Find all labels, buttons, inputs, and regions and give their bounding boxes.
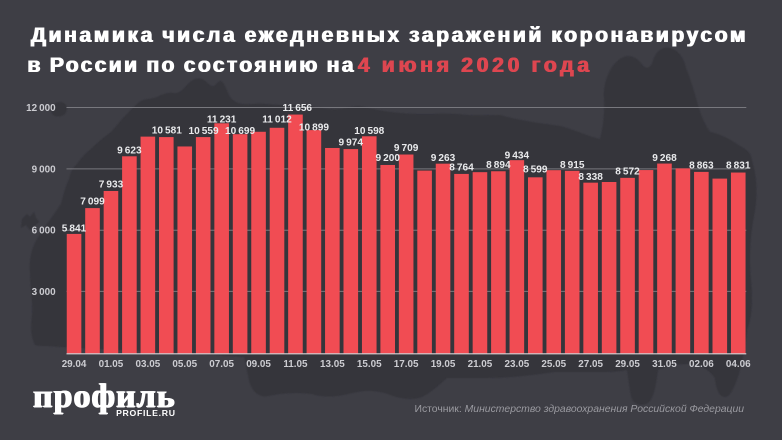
svg-text:8 572: 8 572 [615,167,640,178]
svg-text:5 841: 5 841 [62,224,87,235]
svg-text:23.05: 23.05 [504,359,529,370]
svg-text:29.05: 29.05 [615,359,640,370]
svg-text:11 656: 11 656 [283,103,313,114]
svg-text:9 623: 9 623 [117,145,142,156]
svg-text:9 263: 9 263 [431,153,456,164]
svg-text:17.05: 17.05 [394,359,419,370]
svg-text:8 338: 8 338 [578,172,603,183]
svg-text:8 599: 8 599 [523,164,548,175]
svg-text:01.05: 01.05 [99,359,124,370]
svg-text:11 231: 11 231 [207,114,237,125]
svg-text:31.05: 31.05 [652,359,677,370]
svg-text:7 933: 7 933 [99,179,124,190]
svg-text:8 894: 8 894 [486,160,511,171]
svg-text:9 974: 9 974 [339,137,364,148]
svg-text:6 000: 6 000 [32,226,56,237]
svg-text:11.05: 11.05 [283,359,308,370]
svg-text:11 012: 11 012 [262,115,292,126]
svg-text:10 559: 10 559 [189,126,219,137]
svg-text:9 268: 9 268 [652,153,677,164]
svg-text:3 000: 3 000 [32,287,56,298]
svg-text:27.05: 27.05 [578,359,603,370]
svg-text:9 000: 9 000 [32,164,56,175]
svg-text:10 699: 10 699 [225,126,255,137]
svg-text:13.05: 13.05 [320,359,345,370]
svg-text:02.06: 02.06 [689,359,714,370]
svg-text:10 899: 10 899 [299,123,329,134]
svg-text:21.05: 21.05 [468,359,493,370]
svg-text:19.05: 19.05 [431,359,456,370]
svg-text:10 581: 10 581 [152,125,182,136]
svg-text:8 915: 8 915 [560,160,585,171]
svg-text:9 200: 9 200 [375,153,400,164]
svg-text:12 000: 12 000 [26,103,56,114]
svg-text:7 099: 7 099 [80,197,105,208]
svg-text:8 863: 8 863 [689,161,714,172]
svg-text:8 764: 8 764 [449,163,474,174]
svg-text:10 598: 10 598 [354,126,384,137]
svg-text:8 831: 8 831 [726,161,751,172]
svg-text:05.05: 05.05 [172,359,197,370]
svg-text:25.05: 25.05 [541,359,566,370]
svg-text:9 434: 9 434 [505,150,530,161]
svg-text:03.05: 03.05 [135,359,160,370]
svg-text:29.04: 29.04 [62,359,87,370]
svg-text:9 709: 9 709 [394,143,419,154]
svg-text:15.05: 15.05 [357,359,382,370]
svg-text:04.06: 04.06 [726,359,751,370]
svg-text:07.05: 07.05 [209,359,234,370]
svg-text:09.05: 09.05 [246,359,271,370]
